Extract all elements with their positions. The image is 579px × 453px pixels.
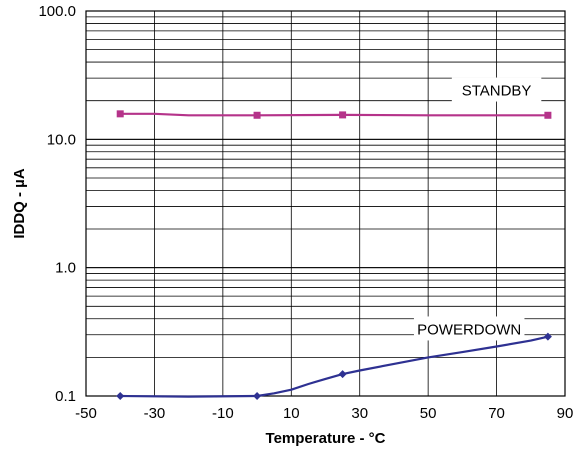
data-point-powerdown [543, 332, 552, 341]
x-tick-label: 50 [420, 405, 437, 422]
data-point-standby [116, 110, 124, 118]
data-point-standby [339, 111, 347, 119]
data-point-powerdown [338, 370, 347, 379]
annotation-background [451, 77, 542, 102]
y-axis-title: IDDQ - µA [11, 168, 28, 238]
y-tick-label: 0.1 [55, 388, 76, 405]
x-tick-label: -50 [75, 405, 97, 422]
x-tick-label: 70 [488, 405, 505, 422]
data-point-standby [253, 111, 261, 119]
series-line-standby [120, 112, 548, 117]
y-tick-labels: 0.1 1.0 10.0 100.0 [38, 3, 76, 405]
data-point-powerdown [253, 392, 262, 400]
y-tick-label: 1.0 [55, 260, 76, 277]
grid [86, 11, 565, 396]
series-line-powerdown [120, 335, 549, 398]
plot-frame [85, 10, 566, 397]
x-tick-label: -30 [144, 405, 166, 422]
y-tick-label: 100.0 [38, 3, 76, 20]
x-tick-label: 30 [351, 405, 368, 422]
x-axis-title: Temperature - °C [266, 430, 386, 447]
annotations: STANDBY POWERDOWN [413, 77, 542, 341]
data-point-standby [544, 111, 552, 119]
series-layer [116, 110, 552, 400]
annotation-background [413, 316, 525, 341]
x-tick-label: -10 [212, 405, 234, 422]
annotation-powerdown-label: POWERDOWN [417, 321, 521, 338]
x-tick-labels: -50 -30 -10 10 30 50 70 90 [75, 405, 573, 422]
annotation-standby-label: STANDBY [462, 83, 532, 100]
x-tick-label: 10 [283, 405, 300, 422]
x-tick-label: 90 [557, 405, 574, 422]
data-point-powerdown [116, 392, 125, 400]
y-tick-label: 10.0 [47, 131, 76, 148]
